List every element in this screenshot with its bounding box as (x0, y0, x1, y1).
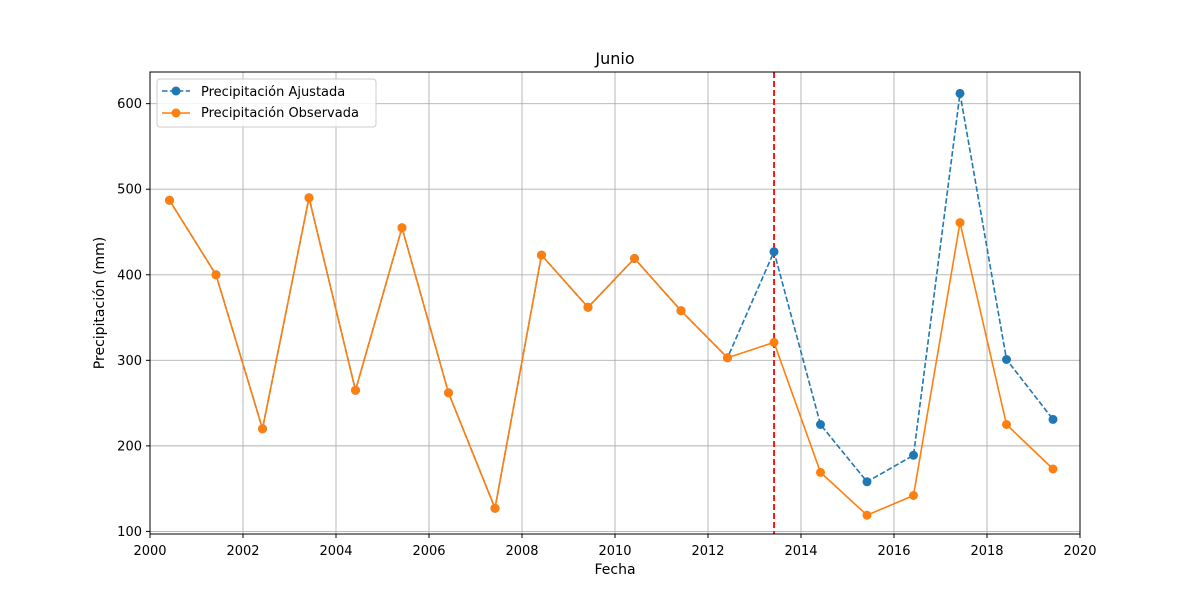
data-point-observed (490, 503, 500, 513)
x-tick-label: 2008 (505, 544, 538, 559)
data-point-observed (444, 388, 453, 398)
data-point-observed (723, 353, 732, 363)
x-tick-label: 2006 (412, 544, 445, 559)
data-point-observed (862, 510, 872, 520)
data-point-observed (955, 218, 965, 228)
y-axis-title: Precipitación (mm) (92, 237, 108, 369)
series-layer (165, 88, 1058, 520)
y-tick-label: 200 (117, 439, 142, 454)
data-point-adjusted (816, 420, 825, 429)
legend-marker-observed (171, 108, 181, 118)
data-point-adjusted (1002, 355, 1011, 364)
data-point-adjusted (769, 247, 779, 257)
data-point-observed (351, 385, 360, 395)
y-tick-label: 100 (117, 525, 142, 540)
data-point-observed (537, 250, 546, 260)
data-point-observed (676, 306, 686, 316)
legend-marker-adjusted (171, 86, 181, 96)
data-point-observed (304, 193, 314, 203)
x-tick-label: 2014 (784, 544, 817, 559)
y-tick-label: 500 (117, 183, 142, 198)
data-point-observed (816, 467, 825, 477)
data-point-observed (165, 195, 174, 205)
y-tick-label: 600 (117, 97, 142, 112)
x-tick-label: 2002 (226, 544, 259, 559)
chart-title: Junio (594, 49, 634, 68)
legend: Precipitación Ajustada Precipitación Obs… (156, 78, 377, 128)
axis-ticks: 2000 2002 2004 2006 2008 2010 2012 2014 2016 2018… (117, 97, 1096, 559)
series-line-observed (168, 197, 1054, 517)
y-tick-label: 300 (117, 354, 142, 369)
data-point-observed (630, 254, 639, 263)
data-point-adjusted (862, 477, 872, 487)
data-point-observed (769, 337, 779, 347)
data-point-adjusted (1048, 414, 1058, 424)
data-point-observed (909, 491, 918, 500)
x-tick-label: 2018 (970, 544, 1003, 559)
x-axis-title: Fecha (594, 562, 635, 578)
x-tick-label: 2020 (1063, 544, 1096, 559)
x-tick-label: 2000 (133, 544, 166, 559)
data-point-observed (397, 223, 407, 233)
y-tick-label: 400 (117, 268, 142, 283)
series-observed (165, 193, 1058, 520)
data-point-observed (583, 302, 593, 312)
legend-box (156, 78, 377, 128)
data-point-observed (1048, 464, 1058, 474)
x-tick-label: 2004 (319, 544, 352, 559)
legend-label-observed: Precipitación Observada (201, 106, 359, 121)
data-point-observed (258, 424, 267, 434)
data-point-observed (211, 270, 221, 280)
x-tick-label: 2016 (877, 544, 910, 559)
x-tick-label: 2012 (691, 544, 724, 559)
legend-label-adjusted: Precipitación Ajustada (201, 85, 345, 100)
data-point-adjusted (955, 88, 965, 98)
x-tick-label: 2010 (598, 544, 631, 559)
data-point-observed (1002, 420, 1011, 429)
data-point-adjusted (909, 450, 918, 460)
